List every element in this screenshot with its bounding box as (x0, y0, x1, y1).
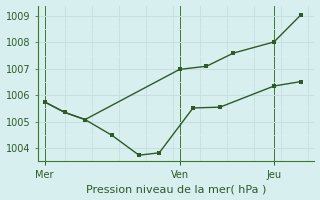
X-axis label: Pression niveau de la mer( hPa ): Pression niveau de la mer( hPa ) (86, 184, 266, 194)
